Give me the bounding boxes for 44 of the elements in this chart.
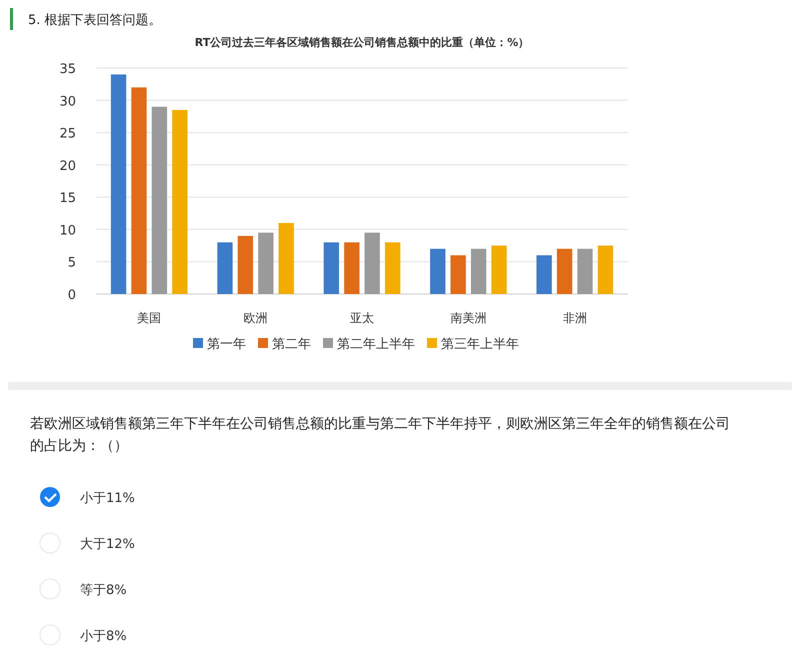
- y-tick-label: 10: [59, 223, 76, 238]
- bar: [238, 236, 254, 294]
- bar: [577, 248, 593, 294]
- bar: [258, 232, 274, 294]
- y-tick-label: 30: [59, 94, 76, 110]
- bar: [384, 242, 400, 294]
- bar: [278, 222, 294, 294]
- chart-title: RT公司过去三年各区域销售额在公司销售总额中的比重（单位：%）: [194, 36, 530, 49]
- text: 若欧洲区域销售额第三年下半年在公司销售总额的比重与第二年下半年持平，则欧洲区第三年全年的销售额在公司的占比为：（）: [30, 416, 730, 454]
- x-tick-label: 亚太: [350, 311, 374, 325]
- x-tick-label: 美国: [137, 311, 162, 325]
- y-tick-label: 25: [59, 126, 76, 142]
- bar: [152, 106, 168, 294]
- bar: [536, 255, 552, 294]
- legend-label: 第一年: [207, 337, 246, 352]
- bar: [491, 246, 507, 294]
- y-tick-label: 5: [68, 256, 76, 271]
- legend-label: 第三年上半年: [441, 337, 519, 352]
- y-tick-label: 15: [59, 191, 76, 206]
- legend-label: 第二年上半年: [337, 337, 415, 352]
- bar: [172, 110, 188, 294]
- y-tick-label: 35: [59, 62, 76, 77]
- text: 小于11%: [80, 491, 135, 506]
- text: 小于8%: [80, 629, 127, 644]
- bar: [556, 248, 572, 294]
- bar: [324, 242, 340, 294]
- x-tick-label: 南美洲: [450, 311, 486, 325]
- legend-label: 第二年: [272, 337, 311, 352]
- bar: [470, 248, 486, 294]
- bar: [344, 242, 360, 294]
- text: 等于8%: [80, 583, 127, 598]
- text: 大于12%: [80, 537, 135, 552]
- bar: [364, 232, 380, 294]
- bar: [430, 248, 446, 294]
- bar: [217, 242, 233, 294]
- y-tick-label: 20: [59, 158, 76, 174]
- x-tick-label: 非洲: [562, 311, 587, 325]
- text: 5. 根据下表回答问题。: [28, 13, 162, 28]
- bar: [110, 74, 126, 294]
- bar: [131, 87, 147, 294]
- bar: [598, 246, 614, 294]
- x-tick-label: 欧洲: [244, 311, 268, 325]
- y-tick-label: 0: [68, 288, 76, 303]
- bar: [450, 255, 466, 294]
